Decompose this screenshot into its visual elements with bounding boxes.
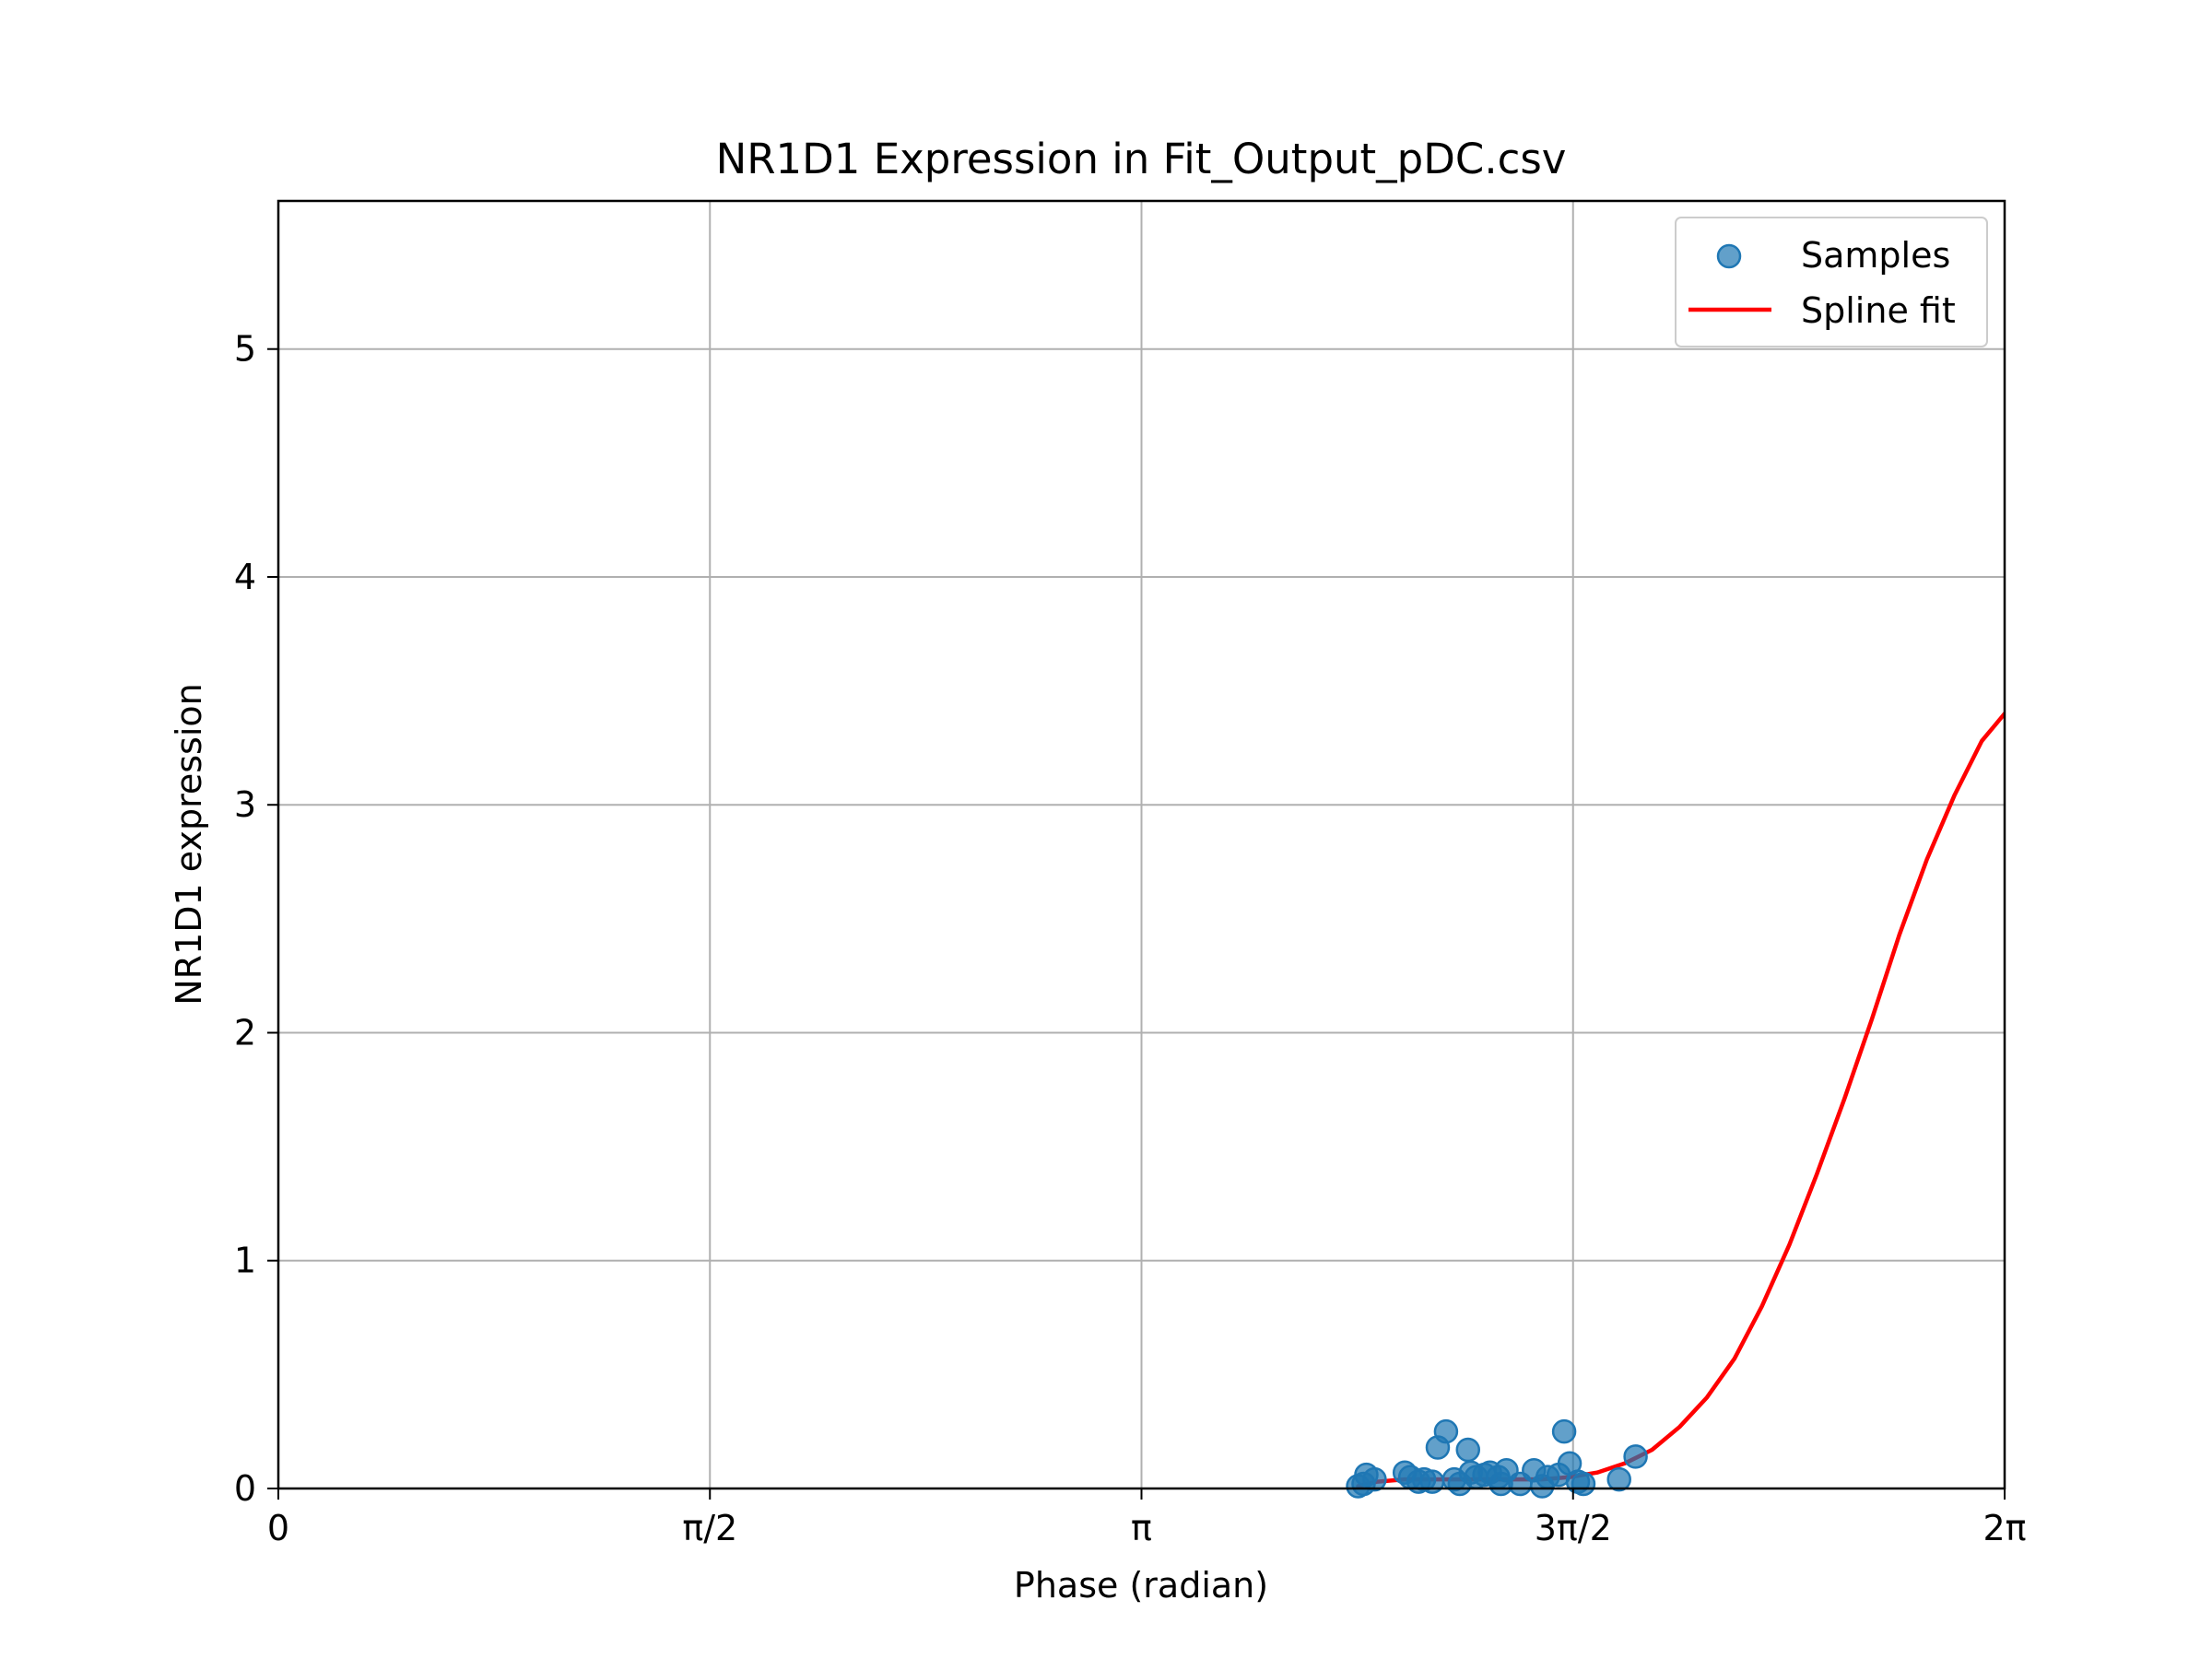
legend-spline-label: Spline fit <box>1801 290 1956 331</box>
grid <box>277 201 2006 1489</box>
y-tick-label: 3 <box>234 784 256 825</box>
legend-box <box>1675 217 1988 347</box>
x-tick-label: π <box>1131 1508 1152 1548</box>
legend-samples-label: Samples <box>1801 235 1950 276</box>
y-axis-label: NR1D1 expression <box>169 683 209 1006</box>
x-tick-label: 0 <box>267 1508 289 1548</box>
sample-point <box>1351 1471 1376 1497</box>
y-tick-label: 1 <box>234 1241 256 1281</box>
sample-point <box>1551 1418 1577 1444</box>
x-tick-label: 3π/2 <box>1535 1508 1612 1548</box>
x-axis-label: Phase (radian) <box>1014 1565 1268 1606</box>
chart-title: NR1D1 Expression in Fit_Output_pDC.csv <box>716 135 1567 183</box>
sample-point <box>1606 1466 1631 1492</box>
x-tick-label: π/2 <box>682 1508 737 1548</box>
sample-point <box>1571 1471 1596 1497</box>
y-tick-label: 5 <box>234 329 256 370</box>
sample-point <box>1488 1471 1513 1497</box>
sample-point <box>1455 1437 1481 1463</box>
y-tick-label: 0 <box>234 1468 256 1509</box>
legend-samples-marker <box>1716 243 1742 269</box>
ticks: 0 π/2 π 3π/2 2π 0 1 2 3 4 5 <box>234 329 2027 1548</box>
y-tick-label: 2 <box>234 1012 256 1053</box>
sample-point <box>1433 1418 1459 1444</box>
legend: Samples Spline fit <box>1675 217 1988 347</box>
sample-point <box>1623 1444 1648 1469</box>
series-layer <box>1346 712 2005 1499</box>
y-tick-label: 4 <box>234 557 256 597</box>
x-tick-label: 2π <box>1983 1508 2026 1548</box>
sample-point <box>1529 1474 1555 1499</box>
